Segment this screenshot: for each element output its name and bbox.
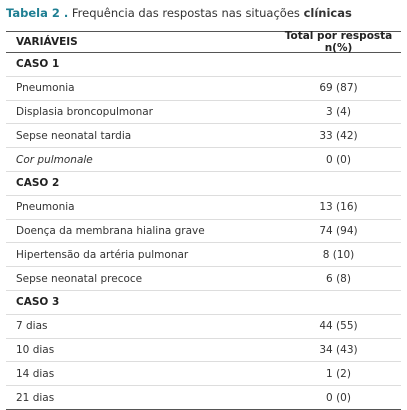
value-cell: 69 (87) (319, 82, 358, 95)
table: VARIÁVEIS Total por resposta n(%) CASO 1… (6, 30, 401, 410)
data-row: Displasia broncopulmonar 3 (4) (6, 99, 401, 124)
title-emphasis: clínicas (303, 6, 352, 20)
variable-cell: Sepse neonatal tardia (16, 129, 132, 142)
value-cell: 8 (10) (322, 248, 355, 261)
variable-cell: Hipertensão da artéria pulmonar (16, 248, 189, 261)
variable-cell: 21 dias (16, 391, 55, 404)
variable-cell: Sepse neonatal precoce (16, 272, 143, 285)
value-cell: 44 (55) (319, 320, 358, 333)
section-title: CASO 3 (16, 296, 60, 309)
data-row: 21 dias 0 (0) (6, 385, 401, 409)
variable-cell: Doença da membrana hialina grave (16, 224, 205, 237)
section-title: CASO 1 (16, 58, 60, 71)
table-title: Tabela 2 . Frequência das respostas nas … (6, 6, 352, 20)
variable-cell: Pneumonia (16, 82, 75, 95)
header-cell: Total por resposta n(%) (284, 30, 393, 54)
variable-cell: Cor pulmonale (16, 153, 93, 166)
variable-cell: Displasia broncopulmonar (16, 105, 153, 118)
section-row: CASO 2 (6, 170, 401, 195)
value-cell: 13 (16) (319, 201, 358, 214)
variable-cell: 10 dias (16, 343, 55, 356)
section-row: CASO 3 (6, 289, 401, 314)
value-cell: 1 (2) (326, 367, 351, 380)
header-row: VARIÁVEIS Total por resposta n(%) (6, 30, 401, 54)
data-row: 14 dias 1 (2) (6, 361, 401, 385)
section-row: CASO 1 (6, 53, 401, 76)
data-row: Hipertensão da artéria pulmonar 8 (10) (6, 242, 401, 266)
data-row: Pneumonia 13 (16) (6, 194, 401, 219)
data-row: Pneumonia 69 (87) (6, 75, 401, 100)
value-cell: 0 (0) (326, 391, 351, 404)
section-title: CASO 2 (16, 177, 60, 190)
title-text: Frequência das respostas nas situações (71, 6, 300, 20)
data-row: Sepse neonatal tardia 33 (42) (6, 123, 401, 147)
data-row: 7 dias 44 (55) (6, 313, 401, 338)
value-cell: 74 (94) (319, 224, 358, 237)
variable-cell: 7 dias (16, 320, 48, 333)
title-label: Tabela 2 . (6, 6, 69, 20)
value-cell: 0 (0) (326, 153, 351, 166)
variable-cell: Pneumonia (16, 201, 75, 214)
header-cell: VARIÁVEIS (16, 36, 78, 48)
value-cell: 34 (43) (319, 343, 358, 356)
data-row: Cor pulmonale 0 (0) (6, 147, 401, 171)
value-cell: 3 (4) (326, 105, 351, 118)
value-cell: 33 (42) (319, 129, 358, 142)
variable-cell: 14 dias (16, 367, 55, 380)
data-row: Sepse neonatal precoce 6 (8) (6, 266, 401, 290)
data-row: 10 dias 34 (43) (6, 337, 401, 362)
value-cell: 6 (8) (326, 272, 351, 285)
data-row: Doença da membrana hialina grave 74 (94) (6, 218, 401, 243)
